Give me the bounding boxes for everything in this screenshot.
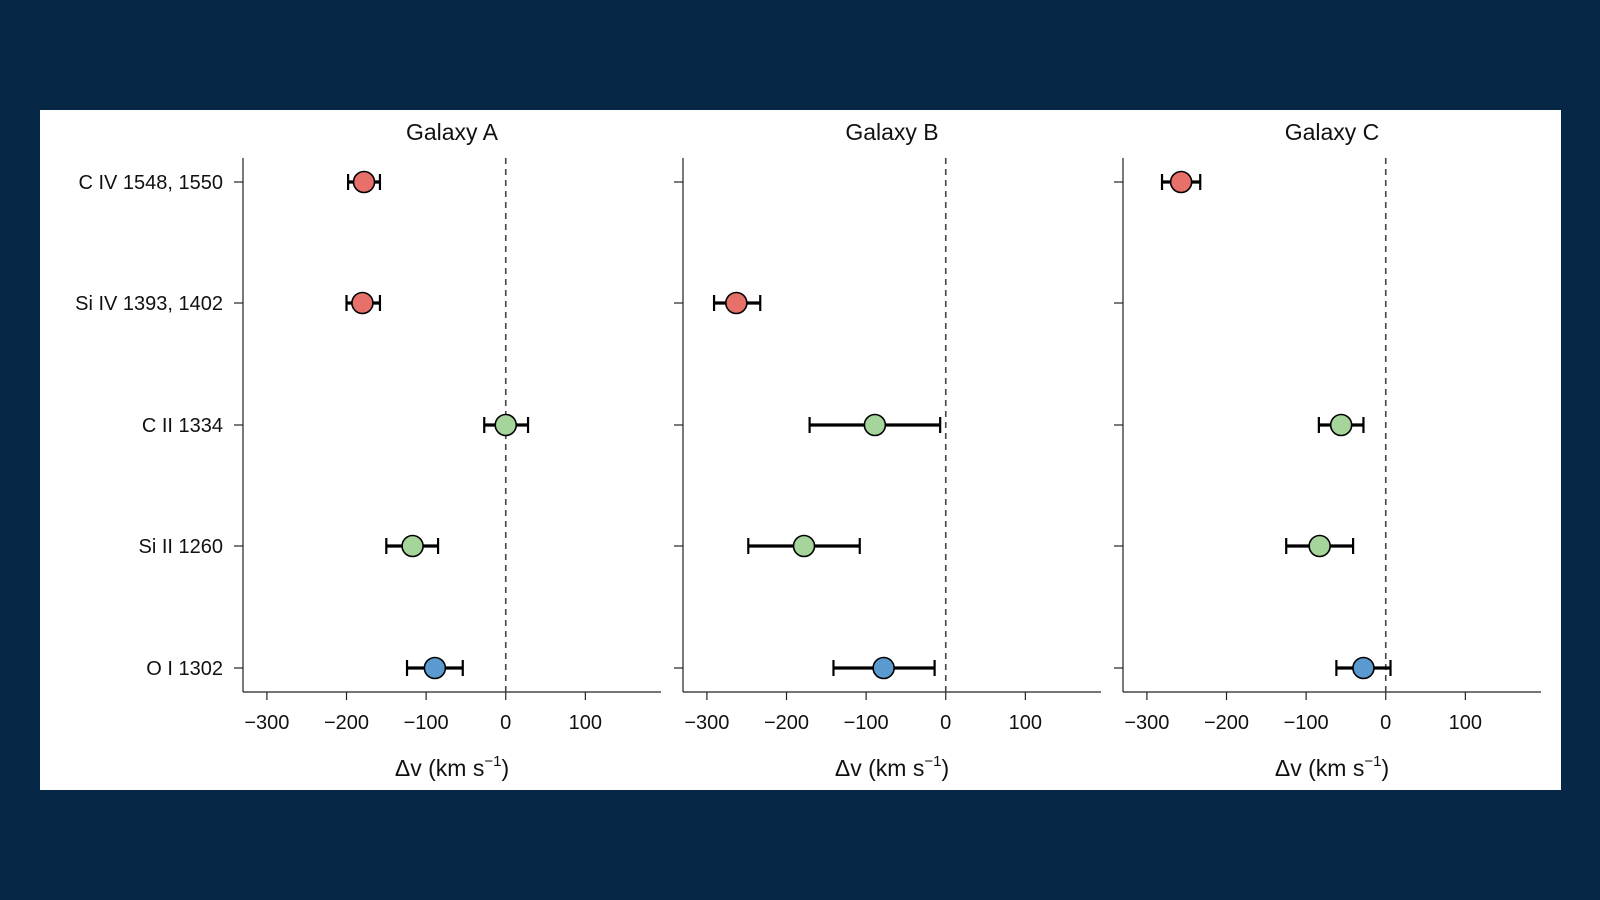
x-tick-label-0-0: −300 — [244, 712, 289, 734]
panel-title-2: Galaxy C — [1285, 119, 1380, 145]
data-point-1-2 — [792, 534, 816, 558]
data-point-0-0 — [352, 170, 376, 194]
data-point-1-0 — [725, 291, 748, 315]
data-point-2-2 — [1308, 534, 1331, 558]
x-tick-label-0-4: 100 — [569, 712, 602, 734]
x-tick-label-2-2: −100 — [1284, 712, 1329, 734]
data-point-2-0 — [1169, 170, 1193, 194]
x-tick-label-1-1: −200 — [764, 712, 809, 734]
data-point-0-2 — [494, 413, 518, 437]
data-point-0-4 — [423, 656, 447, 680]
x-tick-label-1-2: −100 — [844, 712, 889, 734]
data-point-2-3 — [1352, 656, 1375, 680]
data-point-1-3 — [872, 656, 895, 680]
x-axis-label-2: Δv (km s−1) — [1275, 753, 1389, 781]
y-tick-label-1: Si IV 1393, 1402 — [75, 293, 223, 315]
x-axis-label-1: Δv (km s−1) — [835, 753, 949, 781]
x-axis-label-0: Δv (km s−1) — [395, 753, 509, 781]
y-tick-label-3: Si II 1260 — [138, 536, 223, 558]
panel-title-1: Galaxy B — [845, 119, 938, 145]
x-tick-label-2-3: 0 — [1380, 712, 1391, 734]
data-point-0-3 — [401, 534, 424, 558]
y-tick-label-2: C II 1334 — [142, 415, 223, 437]
x-tick-label-0-3: 0 — [500, 712, 511, 734]
x-tick-label-0-1: −200 — [324, 712, 369, 734]
x-tick-label-1-4: 100 — [1009, 712, 1042, 734]
data-point-2-1 — [1329, 413, 1353, 437]
y-tick-label-4: O I 1302 — [146, 658, 223, 680]
velocity-offset-chart: C IV 1548, 1550 Si IV 1393, 1402 C II 1334… — [75, 119, 1541, 781]
x-tick-label-0-2: −100 — [404, 712, 449, 734]
panel-title-0: Galaxy A — [406, 119, 499, 145]
figure-panel: C IV 1548, 1550 Si IV 1393, 1402 C II 1334… — [40, 110, 1561, 790]
data-point-0-1 — [351, 291, 374, 315]
x-tick-label-2-1: −200 — [1204, 712, 1249, 734]
x-tick-label-1-0: −300 — [684, 712, 729, 734]
x-tick-label-1-3: 0 — [940, 712, 951, 734]
y-tick-label-0: C IV 1548, 1550 — [78, 172, 223, 194]
x-tick-label-2-4: 100 — [1449, 712, 1482, 734]
data-point-1-1 — [863, 413, 887, 437]
x-tick-label-2-0: −300 — [1124, 712, 1169, 734]
